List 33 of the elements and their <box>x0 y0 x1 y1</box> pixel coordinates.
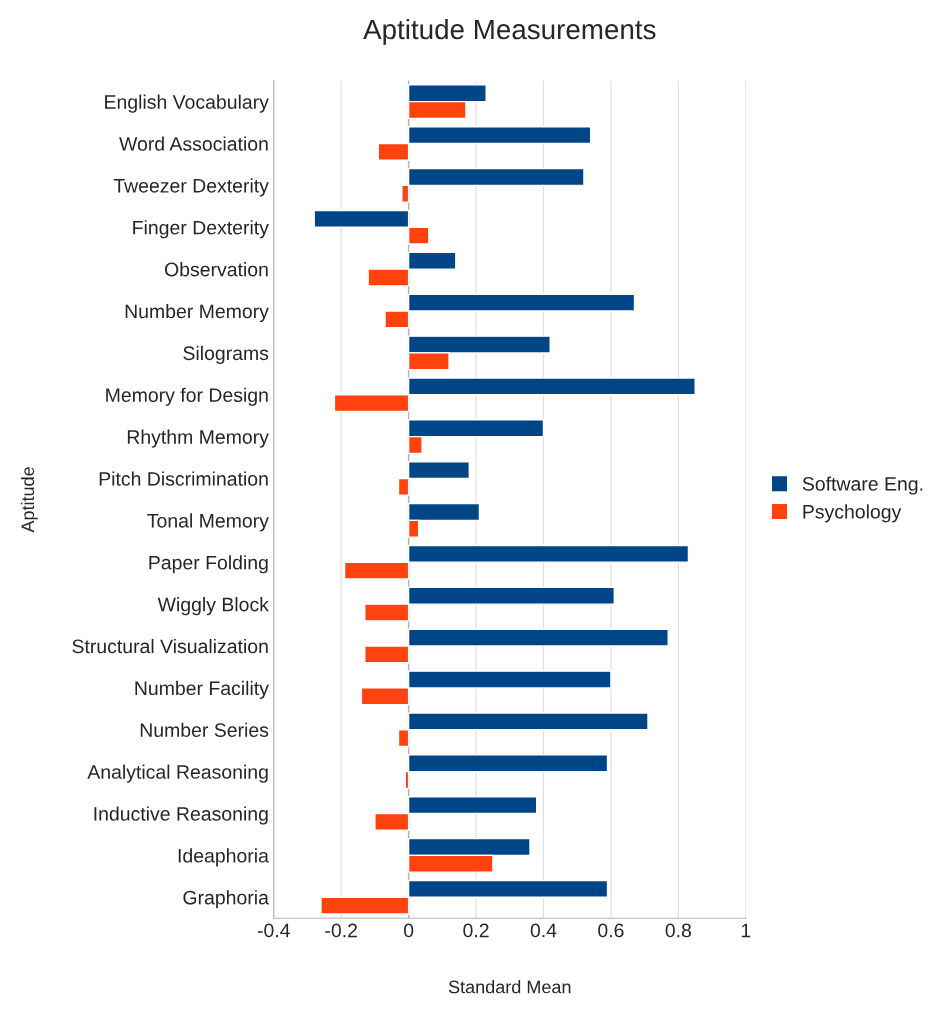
y-tick-label: Tweezer Dexterity <box>113 178 269 197</box>
x-axis-title: Standard Mean <box>448 980 571 994</box>
y-tick-label: Word Association <box>119 136 268 151</box>
x-tick-label: 1 <box>741 923 751 938</box>
x-tick-label: 0 <box>403 923 414 938</box>
y-tick-label: Pitch Discrimination <box>99 471 268 486</box>
y-tick-label: English Vocabulary <box>105 94 269 113</box>
y-tick-label: Number Series <box>140 722 269 737</box>
x-tick-label: 0.6 <box>598 923 624 938</box>
y-tick-label: Graphoria <box>183 890 269 909</box>
y-tick-label: Number Facility <box>135 680 269 699</box>
y-tick-label: Rhythm Memory <box>127 429 269 448</box>
y-tick-label: Number Memory <box>125 303 269 323</box>
y-tick-label: Finger Dexterity <box>133 220 269 239</box>
x-tick-label: 0.8 <box>665 923 691 938</box>
y-axis-title: Aptitude <box>20 467 38 533</box>
x-tick-label: 0.2 <box>463 923 489 938</box>
legend-label: Software Eng. <box>802 476 923 495</box>
y-tick-label: Structural Visualization <box>72 638 268 654</box>
x-tick-label: 0.4 <box>530 923 557 938</box>
y-tick-label: Silograms <box>183 345 269 364</box>
y-tick-label: Inductive Reasoning <box>94 806 268 825</box>
y-tick-label: Wiggly Block <box>157 597 269 616</box>
x-tick-label: -0.2 <box>325 923 357 938</box>
y-tick-label: Analytical Reasoning <box>87 764 268 783</box>
y-tick-label: Ideaphoria <box>178 848 269 867</box>
chart-title: Aptitude Measurements <box>363 18 656 45</box>
y-tick-label: Tonal Memory <box>147 513 269 532</box>
x-tick-label: -0.4 <box>257 923 290 938</box>
y-tick-label: Observation <box>164 262 268 277</box>
y-tick-label: Memory for Design <box>106 387 268 406</box>
y-tick-label: Paper Folding <box>149 555 268 574</box>
legend-label: Psychology <box>803 504 902 523</box>
